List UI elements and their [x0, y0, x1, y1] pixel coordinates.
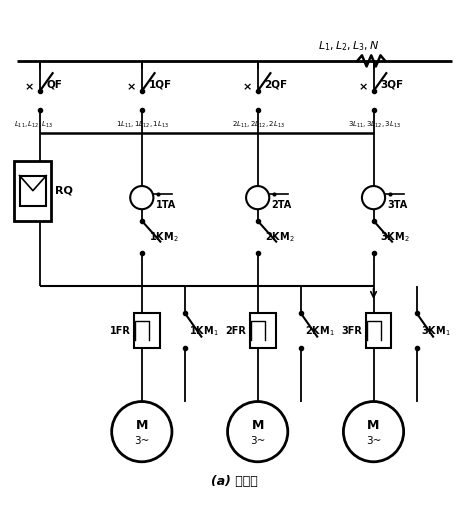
Bar	[134, 313, 159, 348]
Bar	[20, 175, 46, 206]
Text: $1L_{11},1L_{12},1L_{13}$: $1L_{11},1L_{12},1L_{13}$	[116, 120, 169, 130]
Text: 1QF: 1QF	[149, 79, 172, 89]
Text: M: M	[251, 418, 264, 432]
Bar	[366, 313, 391, 348]
Text: 1KM$_2$: 1KM$_2$	[149, 230, 179, 244]
Bar	[250, 313, 275, 348]
Text: $2L_{11},2L_{12},2L_{13}$: $2L_{11},2L_{12},2L_{13}$	[232, 120, 285, 130]
Text: 3FR: 3FR	[341, 326, 362, 336]
Text: 3~: 3~	[366, 436, 381, 446]
Text: 3~: 3~	[134, 436, 150, 446]
Text: ×: ×	[359, 82, 368, 92]
Text: 3QF: 3QF	[380, 79, 404, 89]
Text: (a) 主电路: (a) 主电路	[211, 475, 258, 488]
Text: 3KM$_1$: 3KM$_1$	[421, 324, 450, 338]
Text: ×: ×	[243, 82, 252, 92]
Text: $L_{11},L_{12},L_{13}$: $L_{11},L_{12},L_{13}$	[15, 120, 54, 130]
Text: 2QF: 2QF	[265, 79, 288, 89]
Text: QF: QF	[47, 79, 63, 89]
Text: 1FR: 1FR	[110, 326, 130, 336]
Text: 1TA: 1TA	[156, 200, 176, 210]
Text: RQ: RQ	[55, 186, 73, 196]
Text: 2FR: 2FR	[226, 326, 246, 336]
Text: $3L_{11},3L_{12},3L_{13}$: $3L_{11},3L_{12},3L_{13}$	[348, 120, 401, 130]
Text: 3~: 3~	[250, 436, 265, 446]
Text: 3TA: 3TA	[387, 200, 408, 210]
Text: $L_1,L_2,L_3,N$: $L_1,L_2,L_3,N$	[318, 39, 379, 53]
Text: M: M	[367, 418, 380, 432]
Text: 3KM$_2$: 3KM$_2$	[380, 230, 410, 244]
Text: 2TA: 2TA	[272, 200, 292, 210]
Text: 1KM$_1$: 1KM$_1$	[189, 324, 219, 338]
Text: M: M	[136, 418, 148, 432]
Text: ×: ×	[127, 82, 136, 92]
Bar	[15, 161, 52, 221]
Text: 2KM$_2$: 2KM$_2$	[265, 230, 295, 244]
Text: 2KM$_1$: 2KM$_1$	[305, 324, 334, 338]
Text: ×: ×	[25, 82, 34, 92]
